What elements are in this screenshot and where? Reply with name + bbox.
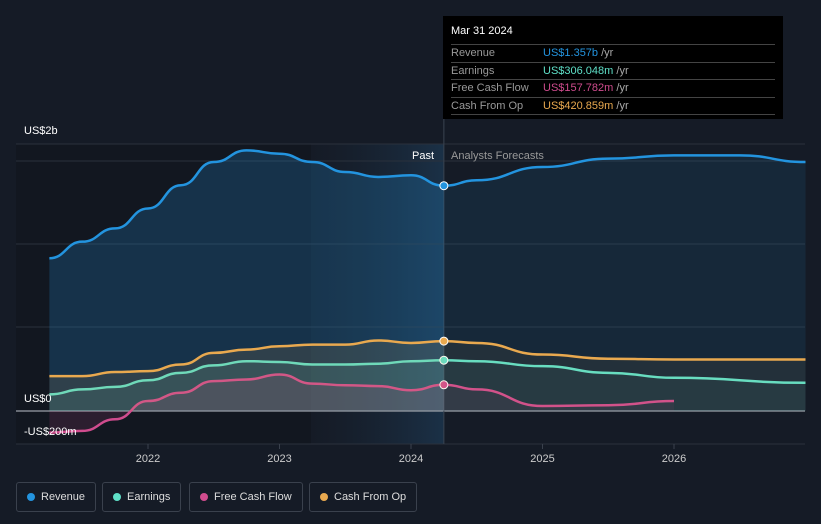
legend-dot-icon	[320, 493, 328, 501]
legend-dot-icon	[27, 493, 35, 501]
legend-earnings[interactable]: Earnings	[102, 482, 182, 512]
tooltip-label: Free Cash Flow	[451, 82, 529, 94]
tooltip-unit: /yr	[613, 64, 629, 77]
forecast-label: Analysts Forecasts	[451, 150, 544, 162]
tooltip-row: Free Cash Flow US$157.782m /yr	[451, 79, 775, 97]
series-forecast-area	[443, 384, 674, 411]
series-area-cash-from-op	[49, 340, 444, 411]
legend-label: Revenue	[41, 491, 86, 503]
legend-dot-icon	[113, 493, 121, 501]
series-line-cash-from-op	[49, 339, 806, 378]
past-highlight-region	[311, 144, 444, 444]
x-tick-label: 2023	[267, 453, 291, 465]
data-point-marker	[439, 355, 449, 365]
series-forecast-area	[443, 341, 806, 411]
tooltip-value: US$1.357b /yr	[543, 45, 613, 62]
tooltip-label: Cash From Op	[451, 99, 524, 112]
tooltip-amount: US$157.782m	[543, 82, 614, 94]
tooltip-unit: /yr	[613, 82, 629, 94]
x-tick-label: 2024	[399, 453, 423, 465]
series-line-free-cash-flow	[49, 373, 675, 434]
series-forecast-area	[443, 155, 806, 411]
legend-label: Earnings	[127, 491, 171, 503]
tooltip-row: Cash From Op US$420.859m /yr	[451, 96, 775, 115]
series-forecast-area	[443, 360, 806, 411]
series-area-free-cash-flow	[49, 374, 444, 433]
tooltip-label: Earnings	[451, 64, 495, 77]
tooltip-row: Revenue US$1.357b /yr	[451, 44, 775, 62]
data-point-marker	[439, 380, 449, 390]
past-dark-region	[16, 144, 311, 444]
tooltip-amount: US$306.048m	[543, 64, 614, 77]
tooltip-amount: US$420.859m	[543, 99, 614, 112]
legend-revenue[interactable]: Revenue	[16, 482, 97, 512]
legend-dot-icon	[200, 493, 208, 501]
x-tick-label: 2026	[662, 453, 686, 465]
data-point-marker	[439, 181, 449, 191]
data-point-marker	[439, 336, 449, 346]
tooltip-date: Mar 31 2024	[451, 25, 513, 37]
tooltip: Mar 31 2024 Revenue US$1.357b /yr Earnings…	[443, 16, 783, 119]
tooltip-value: US$157.782m /yr	[543, 80, 629, 97]
tooltip-unit: /yr	[598, 47, 614, 59]
legend-cash-from-op[interactable]: Cash From Op	[309, 482, 418, 512]
y-tick-label: US$0	[24, 393, 52, 405]
tooltip-amount: US$1.357b	[543, 47, 599, 59]
legend-free-cash-flow[interactable]: Free Cash Flow	[189, 482, 303, 512]
past-label: Past	[412, 150, 435, 162]
series-line-revenue	[49, 149, 806, 260]
legend-label: Free Cash Flow	[214, 491, 292, 503]
x-tick-label: 2022	[136, 453, 160, 465]
tooltip-value: US$306.048m /yr	[543, 63, 629, 80]
y-tick-label: US$2b	[24, 125, 58, 137]
series-line-earnings	[49, 358, 806, 396]
tooltip-value: US$420.859m /yr	[543, 98, 629, 115]
x-tick-label: 2025	[530, 453, 554, 465]
y-tick-label: -US$200m	[24, 426, 77, 438]
tooltip-label: Revenue	[451, 47, 496, 59]
tooltip-row: Earnings US$306.048m /yr	[451, 61, 775, 80]
tooltip-unit: /yr	[613, 99, 629, 112]
legend-label: Cash From Op	[334, 491, 407, 503]
series-area-earnings	[49, 360, 444, 411]
